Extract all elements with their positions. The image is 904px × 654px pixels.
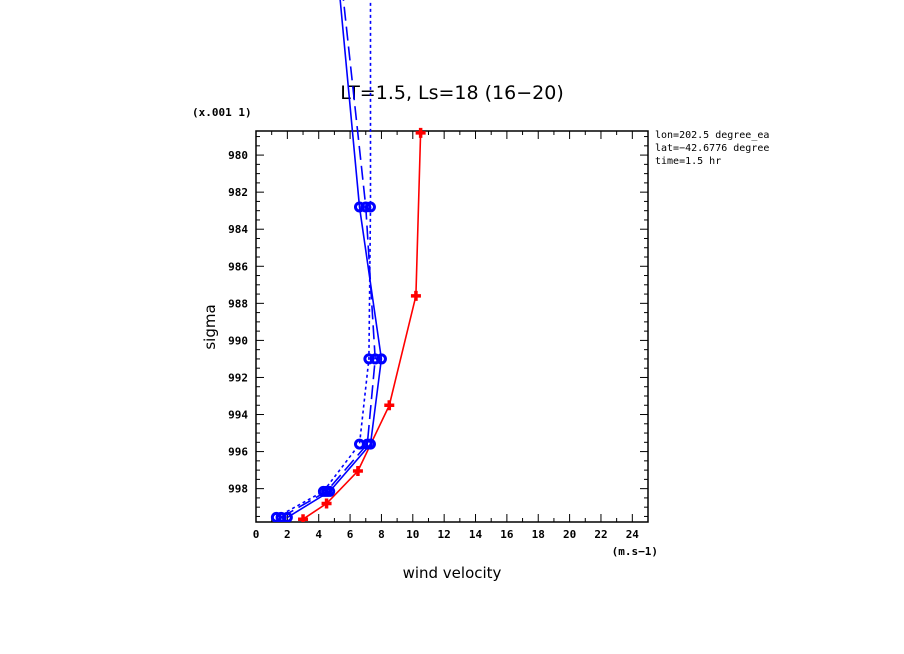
- axis-ticks: [255, 131, 649, 522]
- data-point-circle: [270, 511, 282, 522]
- data-point-circle: [369, 353, 381, 365]
- x-tick-label: 8: [378, 528, 385, 541]
- data-point-circle: [375, 353, 387, 365]
- x-tick-labels: 0 2 4 6 8 10 12 14 16 18 20 22 24: [253, 528, 640, 541]
- y-tick-label: 996: [228, 446, 248, 459]
- x-tick-label: 14: [469, 528, 483, 541]
- chart-title: LT=1.5, Ls=18 (16−20): [340, 82, 564, 104]
- series-line: [302, 132, 422, 520]
- y-tick-label: 984: [228, 223, 248, 236]
- data-point-circle: [363, 353, 375, 365]
- x-tick-label: 20: [563, 528, 576, 541]
- y-tick-labels: 980 982 984 986 988 990 992 994 996 998: [228, 149, 248, 496]
- x-tick-label: 12: [438, 528, 451, 541]
- data-point-circle: [364, 201, 376, 213]
- y-tick-label: 994: [228, 409, 248, 422]
- x-tick-label: 0: [253, 528, 260, 541]
- data-point-plus: [384, 400, 395, 411]
- y-tick-label: 980: [228, 149, 248, 162]
- data-point-plus: [410, 290, 421, 301]
- series-layer: [270, 0, 426, 522]
- x-tick-label: 22: [594, 528, 607, 541]
- data-point-plus: [298, 514, 309, 522]
- y-tick-label: 986: [228, 260, 248, 273]
- y-tick-label: 990: [228, 334, 248, 347]
- x-tick-label: 6: [347, 528, 354, 541]
- y-scale-label: (x.001 1): [192, 106, 252, 119]
- x-axis-label: wind velocity: [403, 564, 502, 582]
- x-tick-label: 4: [315, 528, 322, 541]
- data-point-circle: [353, 201, 365, 213]
- y-tick-label: 992: [228, 371, 248, 384]
- x-tick-label: 16: [500, 528, 514, 541]
- data-point-circle: [353, 438, 365, 450]
- x-unit-label: (m.s−1): [612, 545, 658, 558]
- data-point-circle: [317, 485, 329, 497]
- x-tick-label: 24: [626, 528, 640, 541]
- data-point-plus: [321, 498, 332, 509]
- annotation-lon: lon=202.5 degree_ea: [655, 130, 769, 141]
- annotation-lat: lat=−42.6776 degree: [655, 143, 769, 154]
- x-tick-label: 2: [284, 528, 291, 541]
- x-tick-label: 10: [406, 528, 419, 541]
- annotation-time: time=1.5 hr: [655, 156, 721, 167]
- x-tick-label: 18: [532, 528, 545, 541]
- y-tick-label: 998: [228, 483, 248, 496]
- plot-frame: [255, 130, 649, 523]
- y-tick-label: 982: [228, 186, 248, 199]
- series-blue-dotted: [270, 0, 376, 522]
- series-red-plus: [298, 127, 426, 522]
- y-axis-label: sigma: [201, 304, 219, 349]
- data-point-plus: [415, 127, 426, 138]
- series-line: [280, 0, 377, 519]
- data-point-plus: [352, 466, 363, 477]
- y-tick-label: 988: [228, 297, 248, 310]
- series-line: [276, 0, 372, 519]
